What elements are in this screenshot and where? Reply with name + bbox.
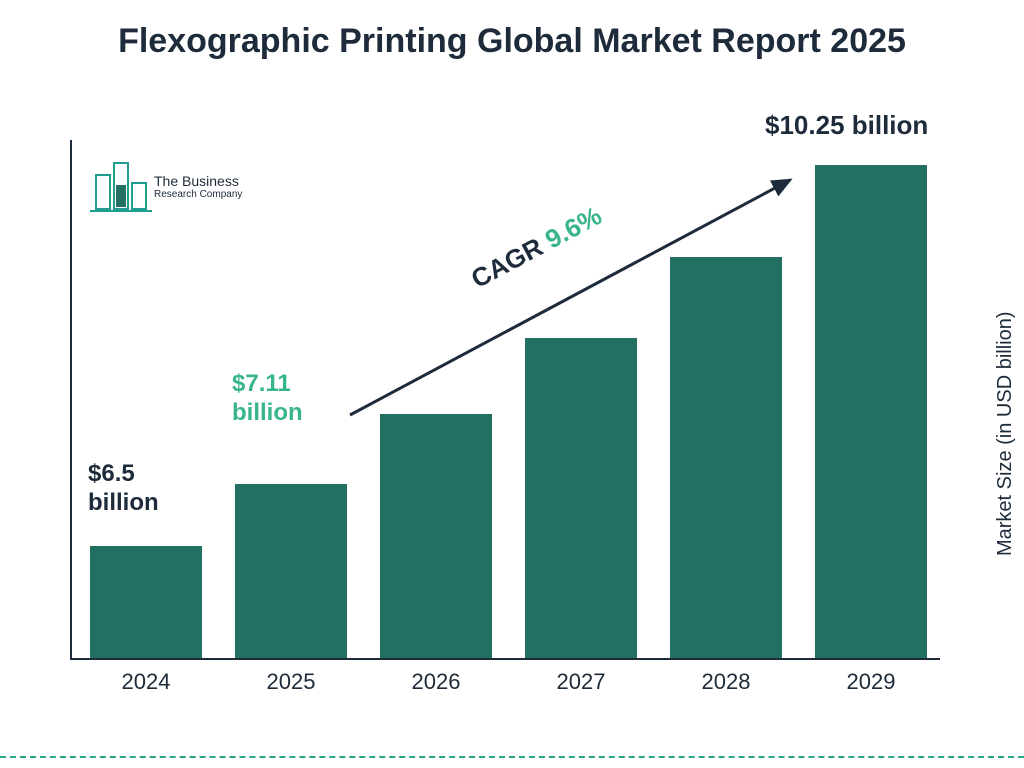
footer-dashed-line [0, 756, 1024, 758]
bar-2029 [815, 165, 927, 658]
bar-2024 [90, 546, 202, 658]
plot-area: 202420252026202720282029 $6.5 billion$7.… [70, 140, 940, 700]
chart-title: Flexographic Printing Global Market Repo… [0, 20, 1024, 63]
value-label-2024: $6.5 billion [88, 460, 198, 518]
bars-group [70, 140, 940, 658]
bar-2025 [235, 484, 347, 658]
bar-2027 [525, 338, 637, 658]
x-label-2029: 2029 [799, 669, 944, 695]
bar-2026 [380, 414, 492, 658]
y-axis-label: Market Size (in USD billion) [995, 312, 1018, 557]
x-label-2024: 2024 [74, 669, 219, 695]
value-label-2025: $7.11 billion [232, 370, 342, 428]
x-label-2027: 2027 [509, 669, 654, 695]
x-axis-line [70, 658, 940, 660]
x-label-2026: 2026 [364, 669, 509, 695]
chart-container: Flexographic Printing Global Market Repo… [0, 0, 1024, 768]
x-label-2025: 2025 [219, 669, 364, 695]
bar-2028 [670, 257, 782, 658]
value-label-2029: $10.25 billion [765, 110, 975, 141]
x-label-2028: 2028 [654, 669, 799, 695]
